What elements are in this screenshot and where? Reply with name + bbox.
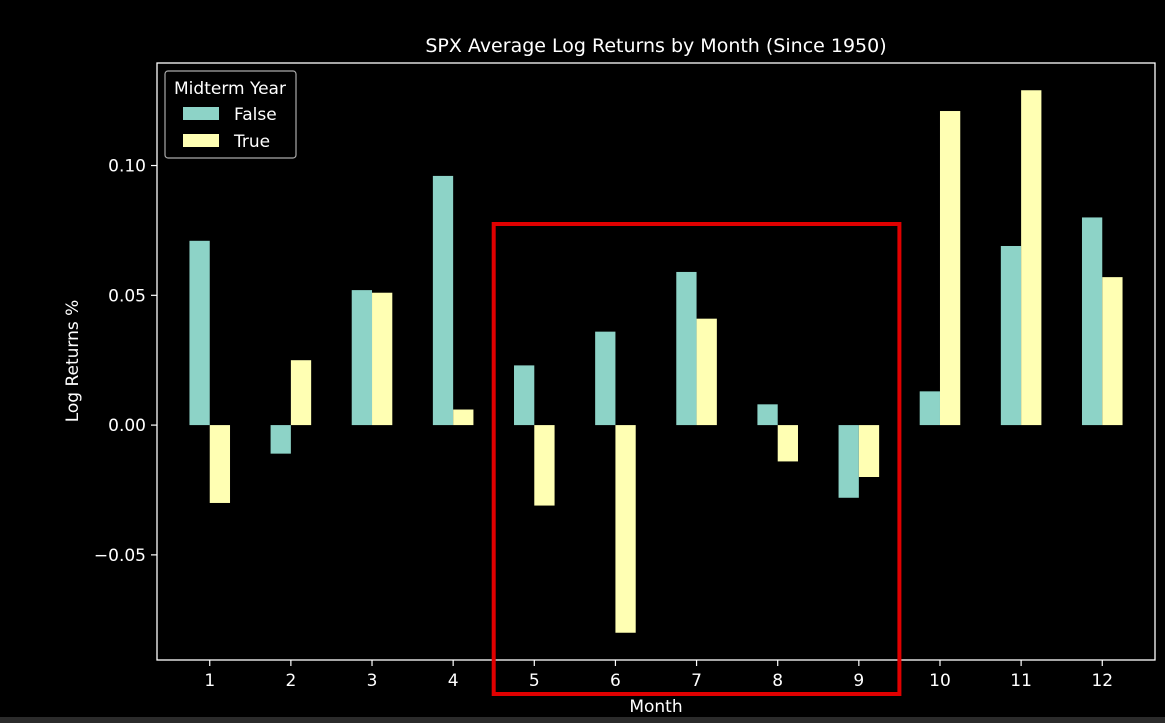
bar-true-month-2: [290, 360, 312, 426]
legend-swatch-false: [183, 107, 219, 120]
bar-false-month-10: [919, 391, 940, 426]
bar-false-month-11: [1000, 245, 1022, 426]
bar-false-month-4: [432, 175, 454, 426]
series-true: [209, 90, 1123, 633]
x-tick-label-2: 2: [285, 671, 296, 691]
bar-true-month-3: [372, 292, 393, 426]
y-axis-label: Log Returns %: [63, 300, 83, 423]
bottom-edge-strip: [0, 717, 1165, 723]
y-tick-label: −0.05: [94, 546, 146, 566]
y-tick-label: 0.10: [108, 157, 146, 177]
bar-false-month-3: [351, 290, 373, 426]
x-tick-label-11: 11: [1010, 671, 1032, 691]
bar-false-month-9: [838, 425, 859, 498]
y-tick-label: 0.00: [108, 416, 146, 436]
bar-false-month-7: [676, 271, 697, 426]
bar-true-month-5: [534, 425, 555, 506]
x-tick-label-3: 3: [367, 671, 378, 691]
bar-true-month-8: [777, 425, 798, 462]
bar-true-month-6: [615, 425, 636, 633]
legend: Midterm Year False True: [164, 70, 297, 159]
bar-true-month-11: [1021, 90, 1042, 426]
bars-layer: [189, 90, 1123, 633]
highlight-box: [491, 222, 902, 696]
bar-false-month-1: [189, 240, 210, 426]
chart-title: SPX Average Log Returns by Month (Since …: [425, 35, 886, 57]
bar-false-month-8: [757, 404, 778, 426]
bar-true-month-4: [453, 409, 474, 426]
bar-false-month-5: [514, 365, 535, 426]
x-tick-label-10: 10: [929, 671, 951, 691]
legend-label-false: False: [234, 105, 277, 125]
axes-layer: 1 2 3 4 5 6 7 8 9 10 11 12−0.050.000.050.10: [94, 62, 1156, 691]
bar-false-month-6: [595, 331, 616, 426]
series-false: [189, 175, 1103, 498]
x-tick-label-4: 4: [448, 671, 459, 691]
x-tick-label-6: 6: [610, 671, 621, 691]
bar-true-month-1: [209, 425, 231, 503]
legend-label-true: True: [233, 132, 270, 152]
y-tick-label: 0.05: [108, 286, 146, 306]
plot-frame: [156, 62, 1156, 661]
x-tick-label-12: 12: [1091, 671, 1113, 691]
x-tick-label-1: 1: [204, 671, 215, 691]
bar-true-month-12: [1102, 277, 1123, 426]
x-tick-label-8: 8: [772, 671, 783, 691]
x-tick-label-7: 7: [691, 671, 702, 691]
legend-swatch-true: [183, 134, 219, 147]
x-axis-label: Month: [629, 697, 682, 717]
bar-true-month-7: [696, 318, 717, 426]
legend-title: Midterm Year: [174, 79, 286, 99]
bar-true-month-10: [939, 111, 961, 426]
x-tick-label-9: 9: [853, 671, 864, 691]
bar-true-month-9: [858, 425, 880, 477]
bar-false-month-12: [1081, 217, 1103, 426]
x-tick-label-5: 5: [529, 671, 540, 691]
bar-false-month-2: [270, 425, 291, 454]
